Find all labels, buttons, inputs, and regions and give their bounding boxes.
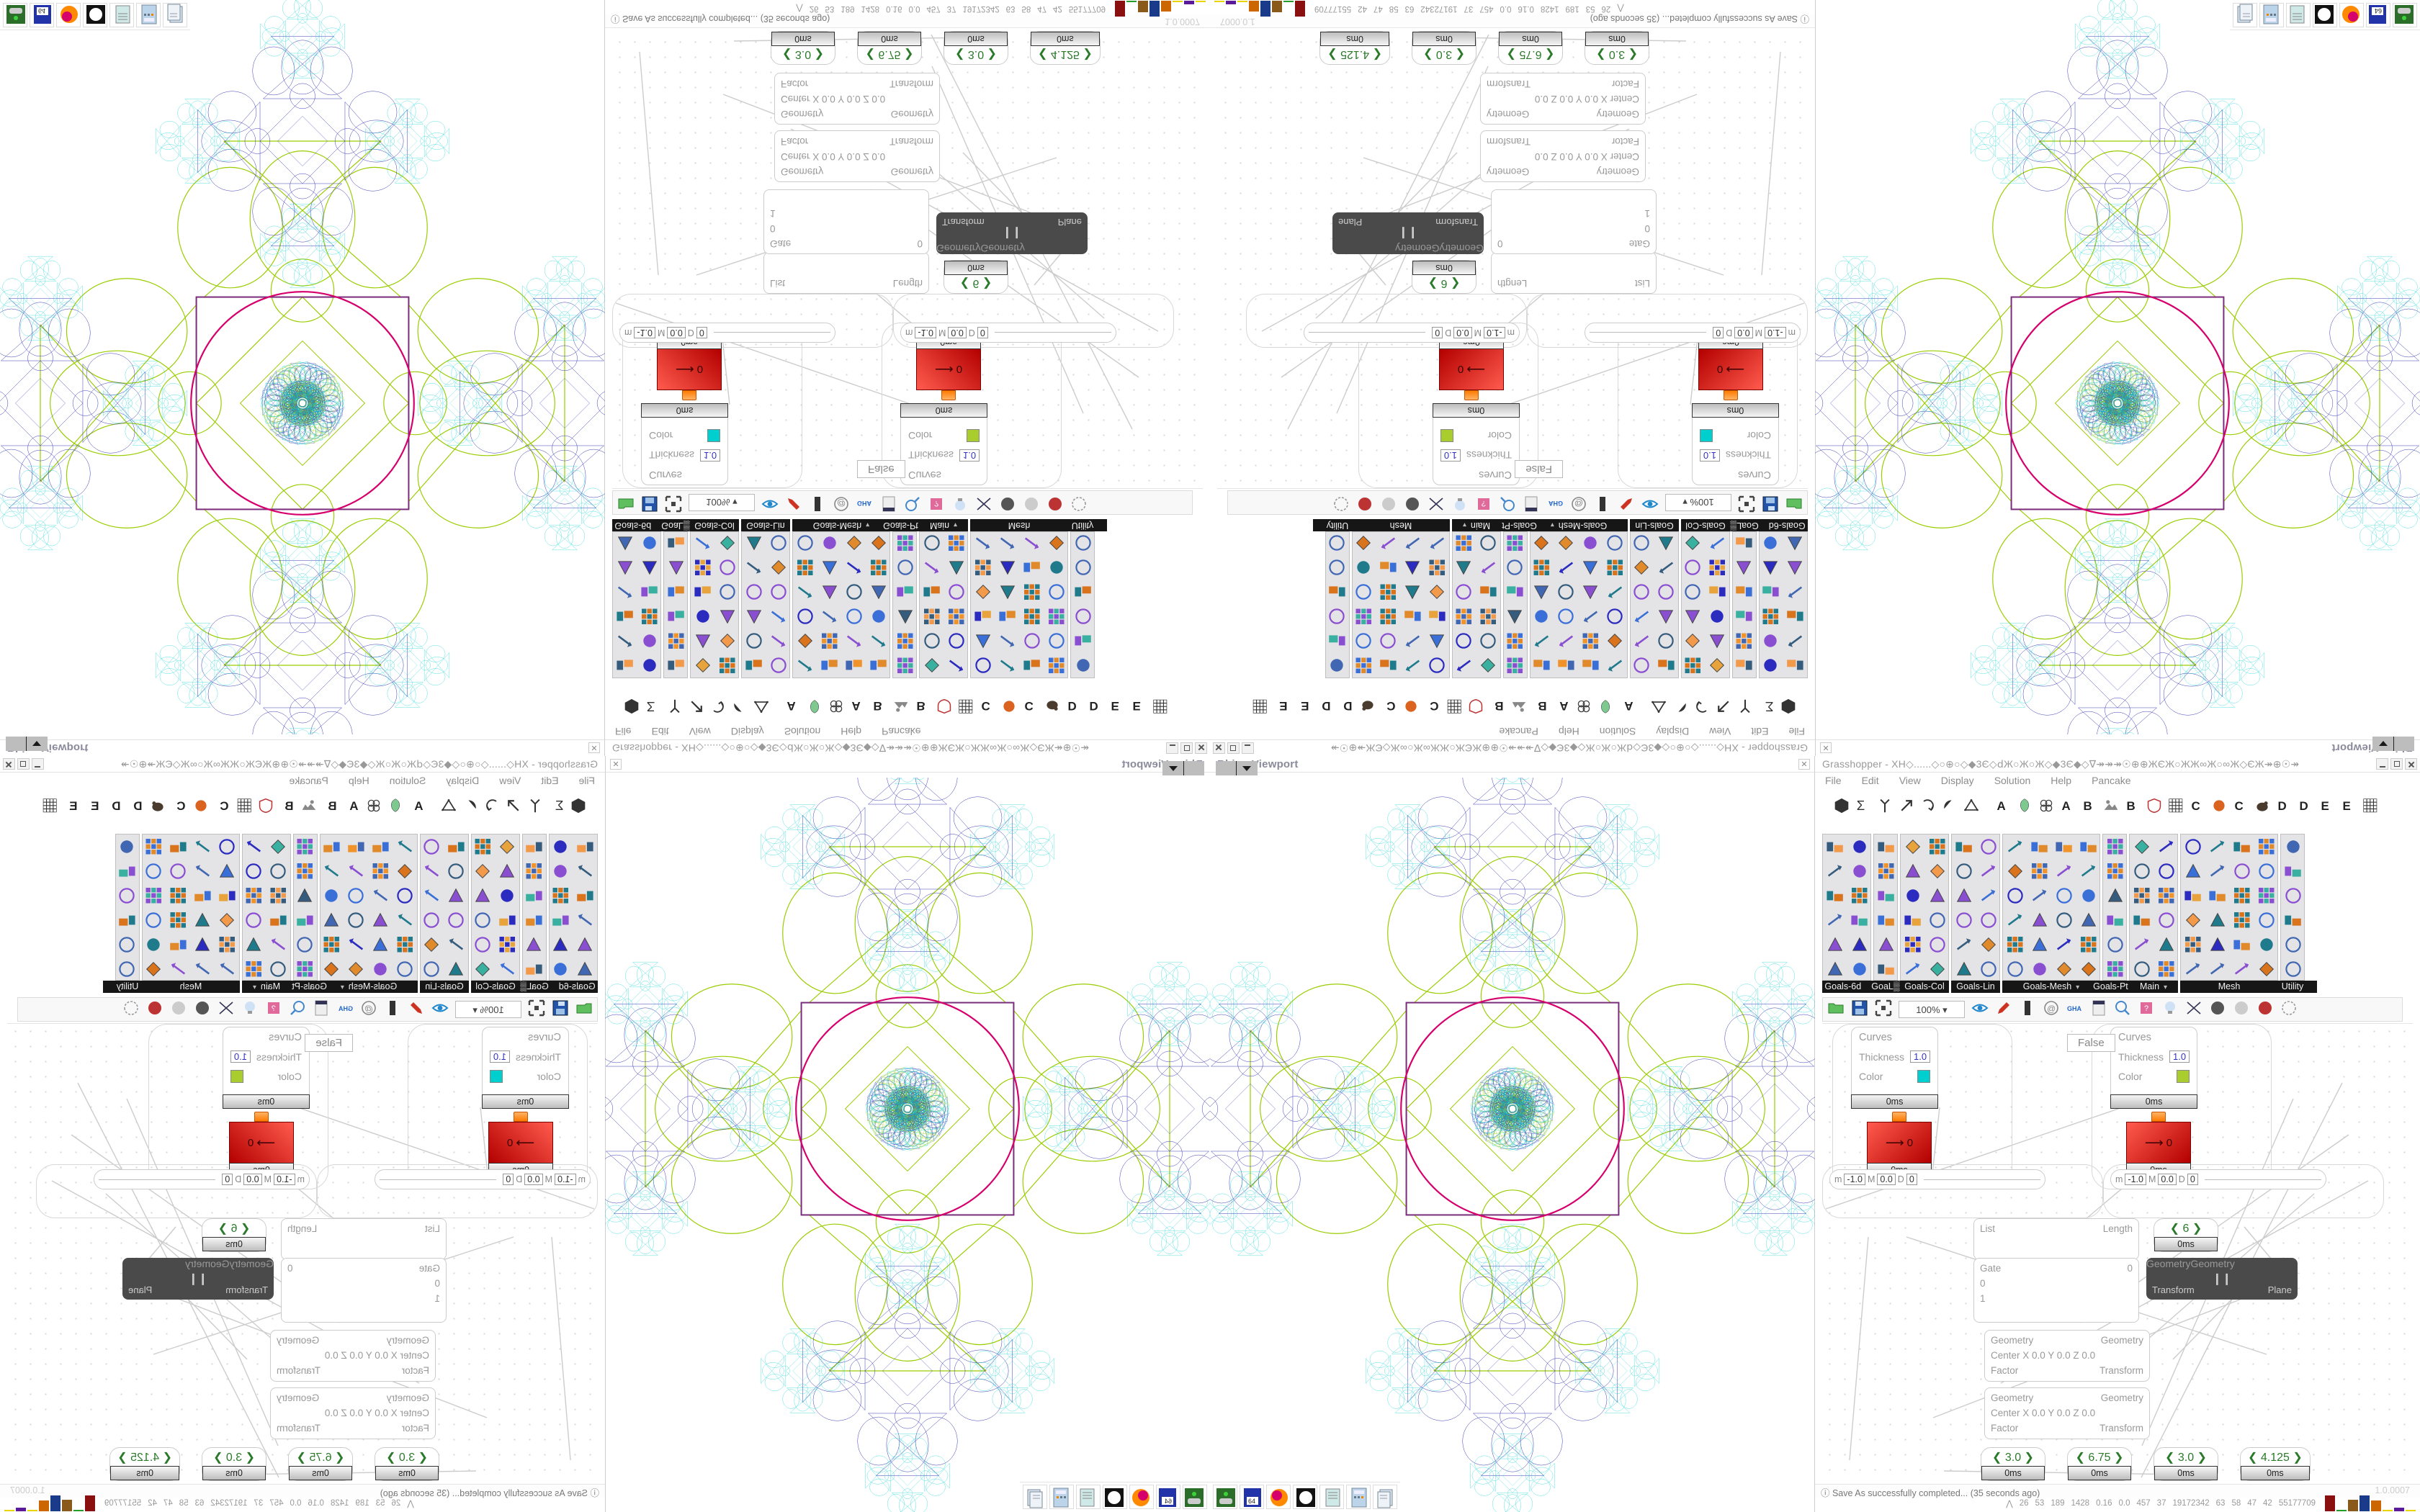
- svg-text:A: A: [1997, 799, 2006, 813]
- svg-text:GHA: GHA: [1549, 500, 1564, 508]
- svg-text:E: E: [1279, 699, 1287, 713]
- svg-text:E: E: [2321, 799, 2329, 813]
- svg-text:B: B: [1538, 699, 1546, 713]
- svg-text:E: E: [1133, 699, 1141, 713]
- svg-text:Σ: Σ: [647, 699, 655, 714]
- svg-text:?: ?: [1482, 500, 1486, 508]
- svg-text:@: @: [364, 1004, 373, 1014]
- svg-text:64: 64: [38, 7, 45, 14]
- svg-text:D: D: [1322, 699, 1330, 713]
- svg-text:64: 64: [1248, 1498, 1255, 1505]
- svg-text:64: 64: [1165, 1498, 1172, 1505]
- svg-text:B: B: [874, 699, 882, 713]
- svg-text:64: 64: [2375, 7, 2382, 14]
- svg-text:GHA: GHA: [339, 1005, 354, 1012]
- svg-text:E: E: [1111, 699, 1119, 713]
- svg-text:Σ: Σ: [1857, 798, 1865, 813]
- svg-text:B: B: [2127, 799, 2136, 813]
- svg-text:D: D: [1068, 699, 1077, 713]
- svg-text:B: B: [328, 799, 336, 813]
- svg-text:A: A: [2062, 799, 2071, 813]
- svg-text:E: E: [2343, 799, 2351, 813]
- svg-text:A: A: [852, 699, 861, 713]
- svg-text:A: A: [1559, 699, 1568, 713]
- svg-text:?: ?: [2144, 1004, 2148, 1013]
- svg-text:D: D: [133, 799, 142, 813]
- svg-text:A: A: [414, 799, 423, 813]
- svg-text:@: @: [837, 499, 846, 509]
- svg-text:?: ?: [934, 500, 938, 508]
- svg-text:C: C: [220, 799, 228, 813]
- svg-text:C: C: [176, 799, 185, 813]
- svg-text:Σ: Σ: [1765, 699, 1774, 714]
- svg-text:E: E: [91, 799, 99, 813]
- svg-text:E: E: [1301, 699, 1309, 713]
- svg-text:B: B: [2084, 799, 2092, 813]
- svg-text:D: D: [2278, 799, 2287, 813]
- svg-text:E: E: [69, 799, 77, 813]
- svg-text:A: A: [1624, 699, 1633, 713]
- svg-text:C: C: [2192, 799, 2200, 813]
- svg-text:GHA: GHA: [857, 500, 872, 508]
- svg-text:B: B: [284, 799, 293, 813]
- svg-text:A: A: [349, 799, 358, 813]
- svg-text:D: D: [1343, 699, 1352, 713]
- svg-text:@: @: [1574, 499, 1583, 509]
- svg-text:@: @: [2047, 1004, 2056, 1014]
- svg-text:D: D: [1090, 699, 1098, 713]
- svg-text:D: D: [2300, 799, 2308, 813]
- svg-text:?: ?: [272, 1004, 276, 1013]
- svg-text:B: B: [917, 699, 926, 713]
- svg-text:C: C: [1430, 699, 1438, 713]
- svg-text:A: A: [787, 699, 796, 713]
- svg-text:C: C: [2235, 799, 2244, 813]
- svg-text:Σ: Σ: [555, 798, 564, 813]
- svg-text:B: B: [1494, 699, 1503, 713]
- svg-text:GHA: GHA: [2067, 1005, 2082, 1012]
- svg-text:C: C: [982, 699, 990, 713]
- svg-text:C: C: [1386, 699, 1395, 713]
- svg-text:D: D: [112, 799, 120, 813]
- svg-text:C: C: [1025, 699, 1034, 713]
